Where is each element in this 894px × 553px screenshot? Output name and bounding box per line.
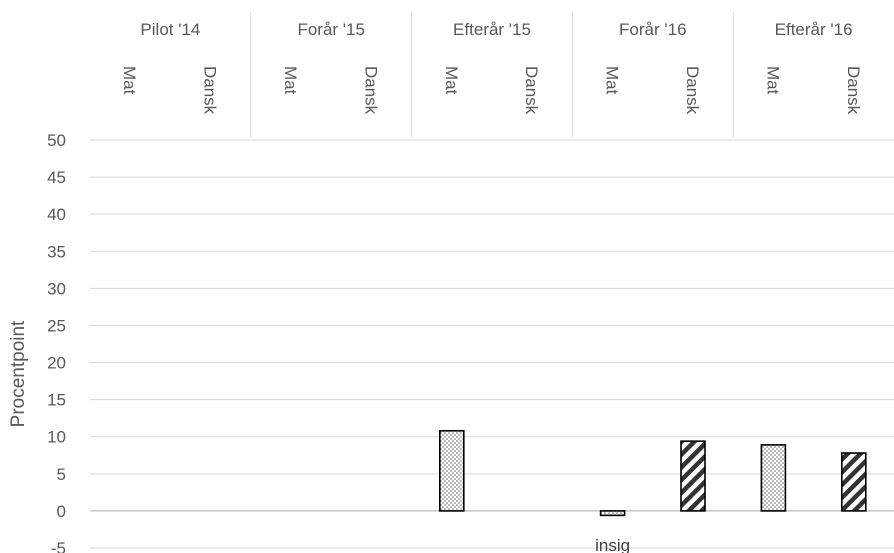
y-tick-label: 35 — [47, 242, 66, 261]
subject-label: Dansk — [522, 66, 541, 115]
y-tick-label: 10 — [47, 428, 66, 447]
bars — [438, 429, 867, 517]
subject-label: Mat — [763, 66, 782, 95]
y-tick-label: 20 — [47, 354, 66, 373]
bar-mat — [438, 429, 465, 512]
y-tick-label: 25 — [47, 316, 66, 335]
subject-label: Mat — [281, 66, 300, 95]
bar-mat — [760, 444, 787, 512]
bar-dansk — [840, 452, 867, 512]
y-tick-label: 5 — [57, 465, 66, 484]
y-tick-label: 50 — [47, 131, 66, 150]
group-label: Pilot '14 — [140, 20, 200, 39]
annotations: insig — [595, 536, 630, 553]
y-tick-label: 15 — [47, 391, 66, 410]
y-tick-label: 45 — [47, 168, 66, 187]
subject-label: Dansk — [683, 66, 702, 115]
subject-label: Mat — [442, 66, 461, 95]
category-header: Pilot '14 Mat Dansk Forår '15 Mat Dansk Efterå… — [120, 12, 863, 137]
group-label: Forår '15 — [297, 20, 365, 39]
subject-label: Dansk — [361, 66, 380, 115]
y-tick-label: 40 — [47, 205, 66, 224]
subject-label: Dansk — [201, 66, 220, 115]
group-label: Efterår '16 — [775, 20, 853, 39]
group-label: Forår '16 — [619, 20, 687, 39]
y-axis-title: Procentpoint — [8, 320, 29, 427]
subject-label: Mat — [603, 66, 622, 95]
y-tick-label: 0 — [57, 502, 66, 521]
bar-annotation: insig — [595, 536, 630, 553]
y-tick-label: 30 — [47, 279, 66, 298]
y-tick-label: -5 — [51, 539, 66, 553]
bar-mat — [599, 510, 626, 517]
subject-label: Mat — [120, 66, 139, 95]
bar-dansk — [680, 440, 706, 512]
gridlines — [90, 139, 894, 549]
subject-label: Dansk — [844, 66, 863, 115]
group-label: Efterår '15 — [453, 20, 531, 39]
